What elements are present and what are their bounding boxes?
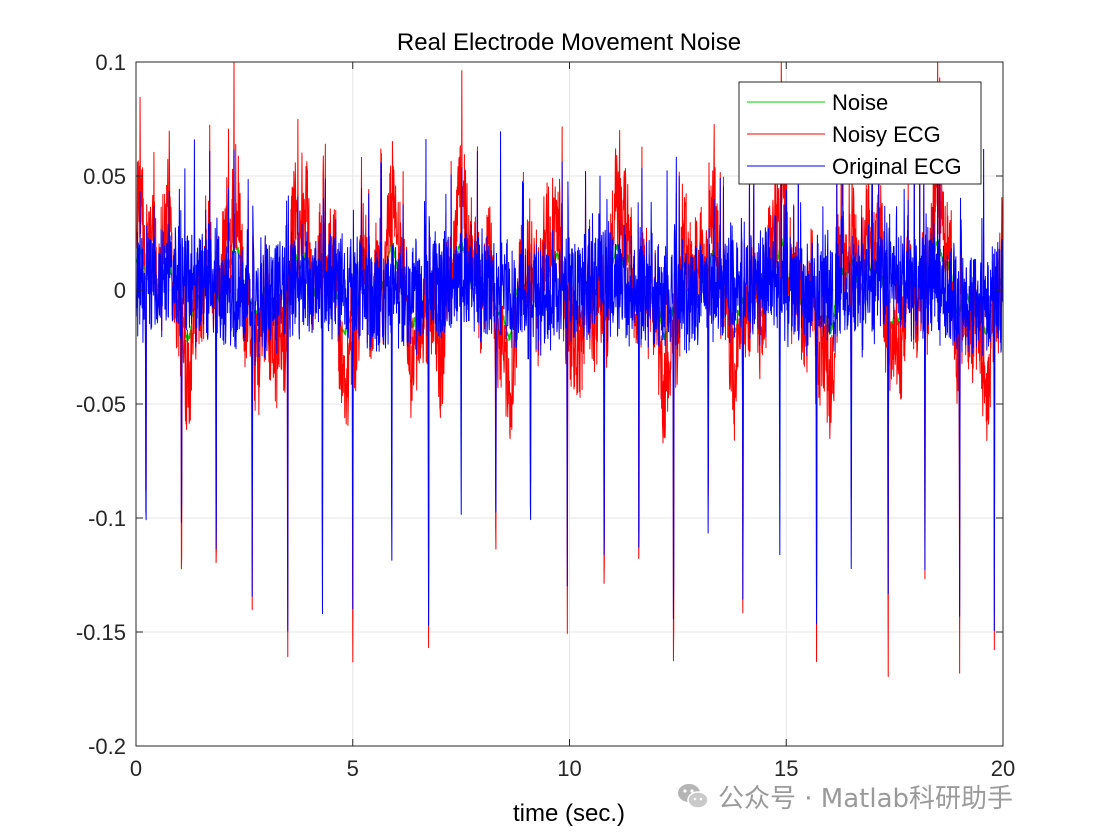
legend: Noise Noisy ECG Original ECG bbox=[738, 81, 982, 185]
legend-box bbox=[738, 81, 982, 185]
legend-label: Noisy ECG bbox=[832, 122, 941, 147]
y-axis: -0.2 -0.15 -0.1 -0.05 0 0.05 0.1 bbox=[76, 50, 1003, 759]
chart-title: Real Electrode Movement Noise bbox=[397, 29, 741, 56]
x-tick-label: 20 bbox=[991, 756, 1015, 781]
y-tick-label: -0.2 bbox=[88, 734, 126, 759]
x-tick-label: 0 bbox=[130, 756, 142, 781]
legend-label: Noise bbox=[832, 90, 888, 115]
y-tick-label: -0.1 bbox=[88, 506, 126, 531]
y-tick-label: -0.15 bbox=[76, 620, 126, 645]
series-layer bbox=[136, 62, 1003, 678]
wechat-icon bbox=[678, 784, 709, 809]
x-axis-label: time (sec.) bbox=[513, 800, 625, 827]
y-tick-label: 0.05 bbox=[83, 164, 126, 189]
x-axis: 0 5 10 15 20 bbox=[130, 62, 1015, 781]
legend-label: Original ECG bbox=[832, 154, 962, 179]
x-tick-label: 5 bbox=[347, 756, 359, 781]
x-tick-label: 15 bbox=[774, 756, 798, 781]
x-tick-label: 10 bbox=[557, 756, 581, 781]
y-tick-label: -0.05 bbox=[76, 392, 126, 417]
y-tick-label: 0 bbox=[114, 278, 126, 303]
watermark-text: 公众号 · Matlab科研助手 bbox=[718, 783, 1014, 814]
series-original-ecg bbox=[136, 128, 1003, 632]
y-tick-label: 0.1 bbox=[95, 50, 126, 75]
watermark: 公众号 · Matlab科研助手 bbox=[676, 776, 1013, 816]
